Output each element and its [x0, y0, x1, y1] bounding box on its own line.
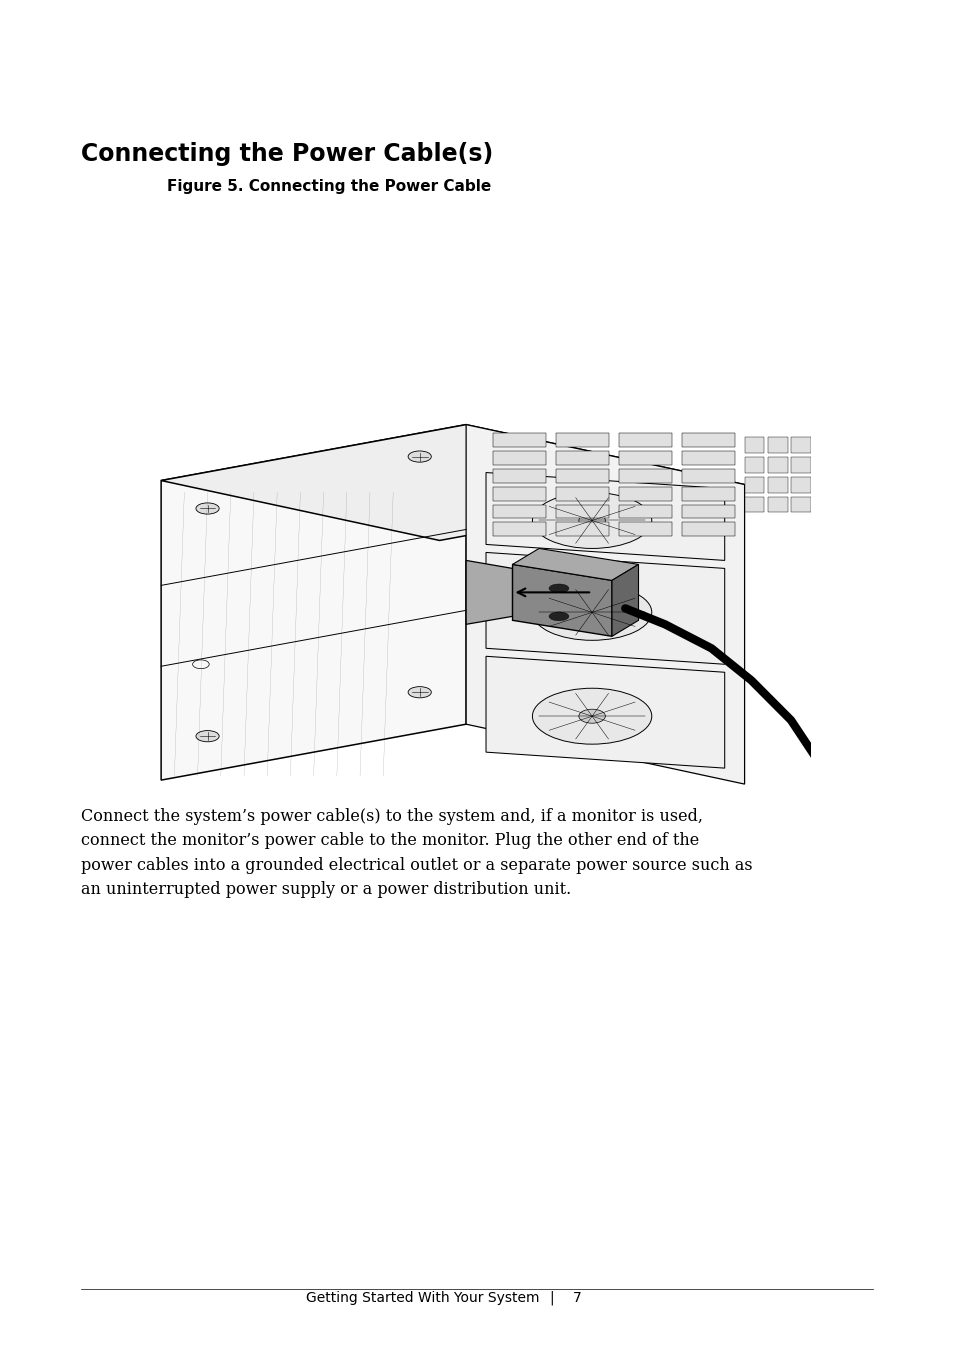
- Bar: [555, 468, 608, 482]
- Ellipse shape: [578, 513, 605, 528]
- Text: Getting Started With Your System: Getting Started With Your System: [305, 1292, 538, 1305]
- Bar: [618, 433, 671, 447]
- Bar: [618, 523, 671, 536]
- Polygon shape: [485, 657, 724, 768]
- Ellipse shape: [578, 605, 605, 619]
- Polygon shape: [485, 473, 724, 561]
- Polygon shape: [466, 561, 512, 624]
- Polygon shape: [466, 425, 743, 784]
- Bar: [492, 433, 545, 447]
- Polygon shape: [512, 548, 638, 581]
- Bar: [790, 436, 810, 452]
- Bar: [743, 456, 763, 473]
- Bar: [743, 497, 763, 512]
- Ellipse shape: [195, 502, 219, 515]
- Polygon shape: [611, 565, 638, 636]
- Text: Connecting the Power Cable(s): Connecting the Power Cable(s): [81, 142, 493, 167]
- Bar: [767, 477, 787, 493]
- Bar: [492, 451, 545, 464]
- Bar: [790, 477, 810, 493]
- Bar: [743, 436, 763, 452]
- Text: 7: 7: [572, 1292, 580, 1305]
- Bar: [680, 468, 734, 482]
- Bar: [790, 497, 810, 512]
- Bar: [492, 523, 545, 536]
- Bar: [680, 505, 734, 519]
- Bar: [680, 451, 734, 464]
- Bar: [618, 468, 671, 482]
- Bar: [555, 505, 608, 519]
- Polygon shape: [161, 425, 466, 780]
- Ellipse shape: [408, 686, 431, 697]
- Bar: [492, 468, 545, 482]
- Bar: [618, 451, 671, 464]
- Polygon shape: [512, 565, 611, 636]
- Bar: [555, 433, 608, 447]
- Bar: [680, 486, 734, 501]
- Ellipse shape: [195, 731, 219, 742]
- Bar: [492, 505, 545, 519]
- Ellipse shape: [548, 584, 568, 593]
- Ellipse shape: [408, 451, 431, 462]
- Bar: [790, 456, 810, 473]
- Ellipse shape: [532, 493, 651, 548]
- Ellipse shape: [532, 585, 651, 640]
- Bar: [767, 436, 787, 452]
- Bar: [555, 451, 608, 464]
- Text: |: |: [549, 1290, 553, 1305]
- Bar: [680, 523, 734, 536]
- Bar: [618, 505, 671, 519]
- Bar: [680, 433, 734, 447]
- Bar: [767, 456, 787, 473]
- Polygon shape: [485, 552, 724, 665]
- Bar: [492, 486, 545, 501]
- Polygon shape: [161, 425, 743, 540]
- Ellipse shape: [532, 688, 651, 745]
- Bar: [618, 486, 671, 501]
- Bar: [555, 523, 608, 536]
- Ellipse shape: [578, 709, 605, 723]
- Ellipse shape: [548, 612, 568, 620]
- Bar: [743, 477, 763, 493]
- Bar: [767, 497, 787, 512]
- Text: Connect the system’s power cable(s) to the system and, if a monitor is used,
con: Connect the system’s power cable(s) to t…: [81, 808, 752, 898]
- Bar: [555, 486, 608, 501]
- Text: Figure 5. Connecting the Power Cable: Figure 5. Connecting the Power Cable: [167, 179, 491, 194]
